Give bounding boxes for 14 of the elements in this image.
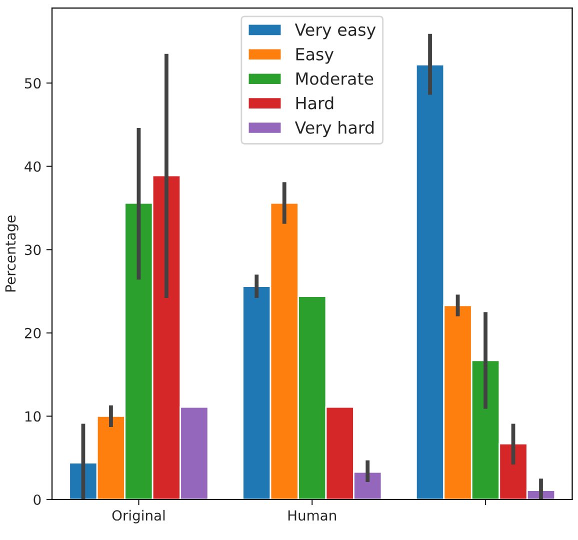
y-tick-label: 40	[24, 161, 41, 172]
y-tick-label: 20	[24, 328, 41, 338]
y-tick-label: 30	[24, 244, 41, 256]
y-tick-label: 0	[34, 494, 41, 505]
y-tick-label: 50	[25, 78, 41, 89]
x-tick-label: Human	[288, 510, 336, 521]
legend-label: Very hard	[294, 120, 374, 138]
legend-label: Moderate	[296, 72, 374, 85]
y-axis-title: Percentage	[5, 215, 18, 292]
legend-label: Easy	[296, 48, 334, 64]
y-tick-label: 10	[25, 411, 41, 422]
x-tick-label: Original	[112, 510, 165, 524]
legend-label: Very easy	[294, 24, 376, 40]
legend-label: Hard	[296, 96, 334, 110]
